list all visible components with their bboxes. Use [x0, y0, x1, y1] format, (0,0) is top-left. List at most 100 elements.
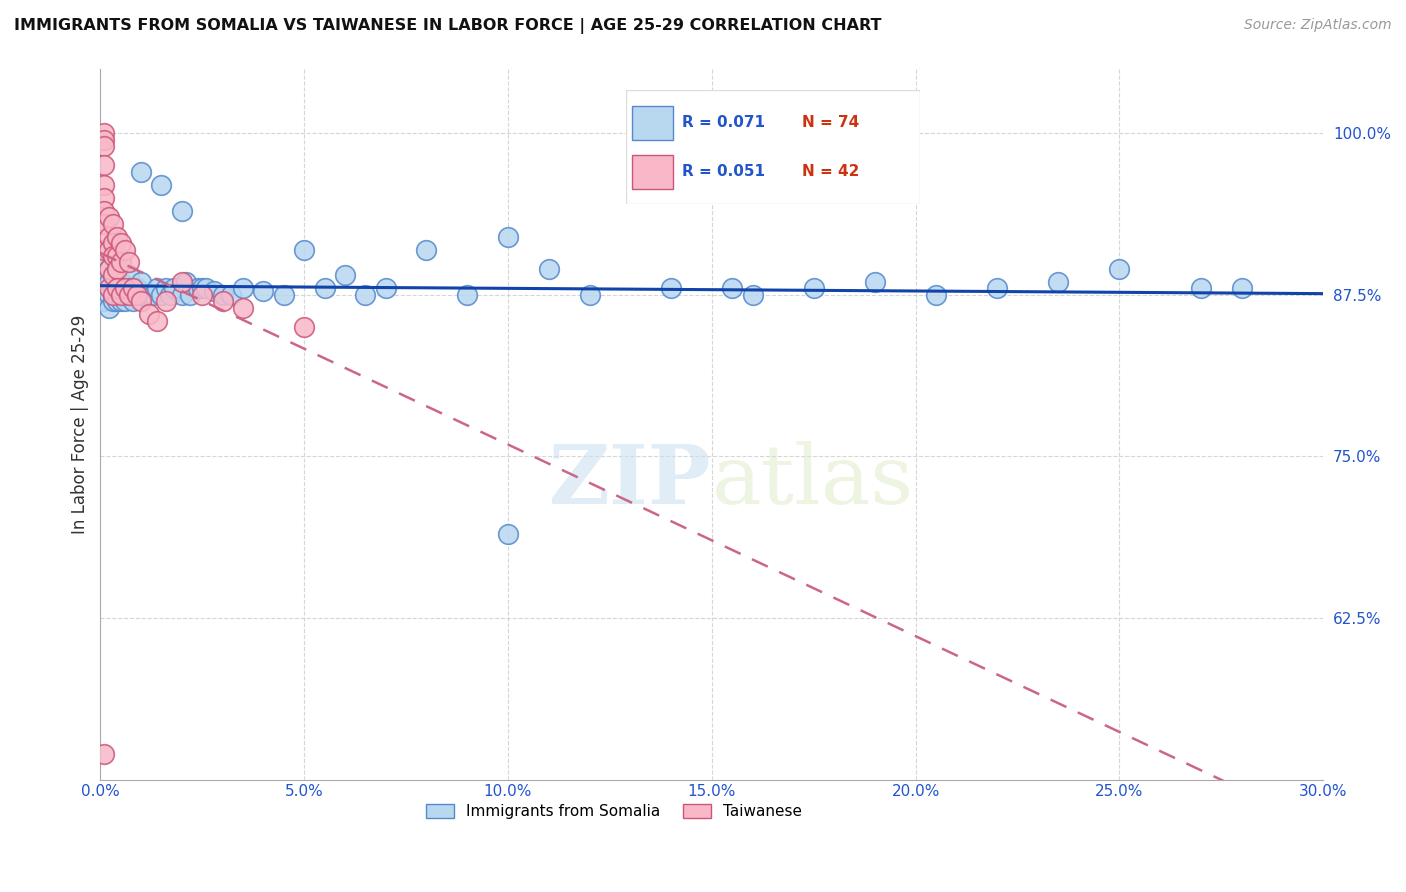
- Point: [333, 268, 356, 283]
- Point: [415, 243, 437, 257]
- Point: [122, 287, 145, 301]
- Point: [105, 249, 128, 263]
- Point: [219, 287, 242, 301]
- Text: Source: ZipAtlas.com: Source: ZipAtlas.com: [1244, 18, 1392, 32]
- Point: [150, 287, 173, 301]
- Point: [138, 307, 160, 321]
- Point: [273, 287, 295, 301]
- Point: [496, 229, 519, 244]
- Point: [93, 178, 115, 192]
- Point: [114, 287, 136, 301]
- Point: [110, 287, 132, 301]
- Point: [101, 217, 124, 231]
- Point: [232, 281, 254, 295]
- Point: [105, 281, 128, 295]
- Point: [101, 235, 124, 250]
- Point: [101, 268, 124, 283]
- Point: [105, 287, 128, 301]
- Point: [374, 281, 396, 295]
- Point: [110, 294, 132, 309]
- Point: [105, 261, 128, 276]
- Point: [118, 287, 141, 301]
- Point: [93, 281, 115, 295]
- Text: ZIP: ZIP: [550, 441, 711, 521]
- Point: [114, 281, 136, 295]
- Point: [314, 281, 336, 295]
- Point: [101, 268, 124, 283]
- Point: [97, 261, 120, 276]
- Legend: Immigrants from Somalia, Taiwanese: Immigrants from Somalia, Taiwanese: [420, 798, 808, 825]
- Point: [1108, 261, 1130, 276]
- Point: [110, 255, 132, 269]
- Point: [97, 281, 120, 295]
- Point: [118, 255, 141, 269]
- Point: [97, 287, 120, 301]
- Point: [125, 281, 148, 295]
- Point: [129, 287, 152, 301]
- Point: [1047, 275, 1070, 289]
- Point: [93, 126, 115, 140]
- Point: [93, 747, 115, 761]
- Point: [155, 294, 177, 309]
- Y-axis label: In Labor Force | Age 25-29: In Labor Force | Age 25-29: [72, 315, 89, 533]
- Point: [159, 287, 181, 301]
- Point: [93, 294, 115, 309]
- Point: [105, 281, 128, 295]
- Point: [191, 281, 214, 295]
- Point: [93, 243, 115, 257]
- Point: [97, 243, 120, 257]
- Point: [97, 210, 120, 224]
- Point: [155, 281, 177, 295]
- Point: [537, 261, 560, 276]
- Text: IMMIGRANTS FROM SOMALIA VS TAIWANESE IN LABOR FORCE | AGE 25-29 CORRELATION CHAR: IMMIGRANTS FROM SOMALIA VS TAIWANESE IN …: [14, 18, 882, 34]
- Point: [456, 287, 478, 301]
- Point: [163, 281, 186, 295]
- Point: [578, 287, 600, 301]
- Point: [101, 249, 124, 263]
- Point: [129, 165, 152, 179]
- Point: [174, 275, 197, 289]
- Point: [146, 313, 169, 327]
- Point: [232, 301, 254, 315]
- Point: [659, 281, 682, 295]
- Point: [118, 281, 141, 295]
- Point: [803, 281, 825, 295]
- Point: [292, 320, 315, 334]
- Point: [986, 281, 1008, 295]
- Point: [110, 287, 132, 301]
- Point: [97, 275, 120, 289]
- Point: [122, 281, 145, 295]
- Point: [93, 217, 115, 231]
- Point: [101, 294, 124, 309]
- Point: [110, 235, 132, 250]
- Point: [97, 301, 120, 315]
- Point: [125, 287, 148, 301]
- Point: [93, 255, 115, 269]
- Point: [93, 287, 115, 301]
- Point: [211, 287, 233, 301]
- Point: [110, 275, 132, 289]
- Point: [129, 294, 152, 309]
- Point: [134, 287, 156, 301]
- Point: [170, 287, 193, 301]
- Point: [93, 203, 115, 218]
- Point: [118, 287, 141, 301]
- Point: [863, 275, 886, 289]
- Point: [187, 281, 209, 295]
- Point: [1230, 281, 1253, 295]
- Point: [150, 178, 173, 192]
- Point: [138, 287, 160, 301]
- Text: atlas: atlas: [711, 441, 914, 521]
- Point: [129, 275, 152, 289]
- Point: [191, 287, 214, 301]
- Point: [125, 287, 148, 301]
- Point: [118, 268, 141, 283]
- Point: [292, 243, 315, 257]
- Point: [211, 294, 233, 309]
- Point: [93, 191, 115, 205]
- Point: [925, 287, 948, 301]
- Point: [170, 203, 193, 218]
- Point: [93, 268, 115, 283]
- Point: [721, 281, 744, 295]
- Point: [97, 229, 120, 244]
